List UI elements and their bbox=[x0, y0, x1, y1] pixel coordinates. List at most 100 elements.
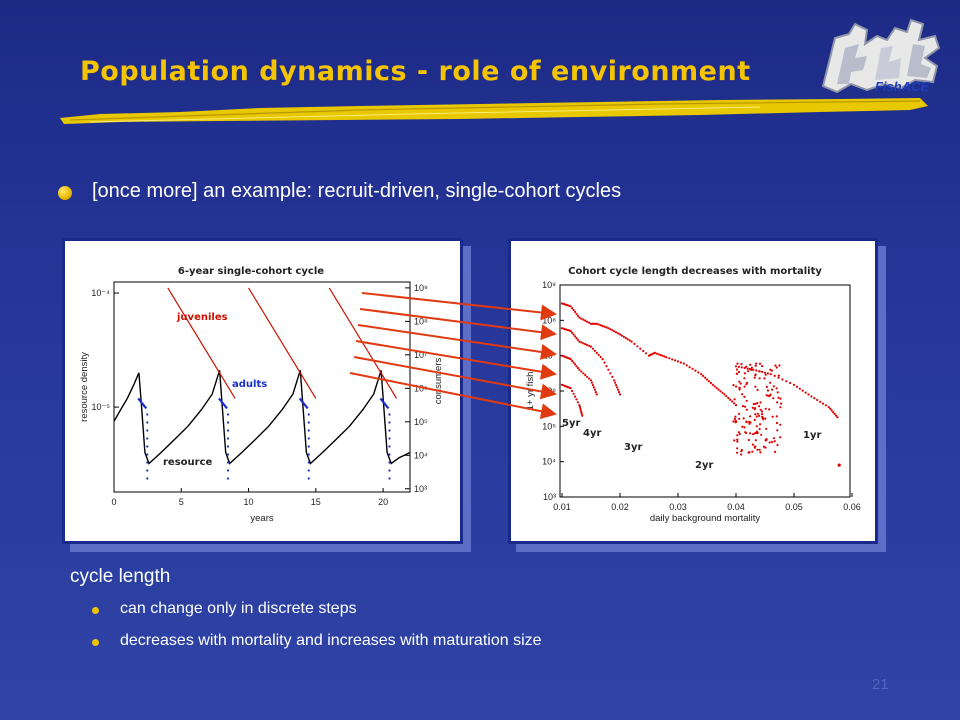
branch-point-1yr bbox=[746, 367, 749, 370]
chaotic-point bbox=[764, 446, 767, 449]
chaotic-point bbox=[756, 448, 759, 451]
series-adults-point bbox=[388, 413, 391, 416]
x-tick-label: 0.04 bbox=[727, 502, 745, 512]
branch-point-4yr bbox=[586, 343, 589, 347]
branch-point-1yr bbox=[824, 404, 827, 407]
series-adults-point bbox=[307, 445, 310, 448]
x-tick-label: 0.03 bbox=[669, 502, 687, 512]
branch-point-5yr bbox=[582, 318, 585, 321]
branch-point-5yr bbox=[707, 380, 710, 383]
branch-point-5yr bbox=[697, 371, 700, 374]
chaotic-point bbox=[772, 385, 775, 388]
series-adults-point bbox=[146, 429, 149, 432]
branch-point-5yr bbox=[715, 386, 718, 390]
branch-point-5yr bbox=[688, 366, 691, 369]
chaotic-point bbox=[756, 402, 759, 405]
chaotic-point bbox=[752, 402, 755, 406]
series-adults-point bbox=[388, 453, 391, 456]
series-adults-point bbox=[226, 469, 230, 472]
branch-point-3yr bbox=[593, 388, 596, 391]
branch-point-5yr bbox=[734, 404, 738, 407]
series-adults-point bbox=[226, 429, 230, 432]
chaotic-point bbox=[754, 439, 757, 442]
chaotic-point bbox=[762, 445, 765, 448]
label-5yr: 5yr bbox=[562, 418, 580, 429]
branch-point-1yr bbox=[773, 374, 776, 377]
label-adults: adults bbox=[232, 379, 267, 390]
branch-point-3yr bbox=[575, 365, 578, 368]
chaotic-point bbox=[758, 414, 761, 417]
chaotic-point bbox=[758, 362, 762, 365]
chaotic-point bbox=[764, 407, 767, 410]
chaotic-point bbox=[738, 380, 741, 383]
branch-point-5yr bbox=[601, 324, 604, 328]
chaotic-point bbox=[732, 420, 735, 423]
branch-point-1yr bbox=[781, 378, 784, 381]
chaotic-point bbox=[770, 369, 773, 372]
chaotic-point bbox=[767, 394, 770, 397]
branch-point-4yr bbox=[576, 338, 579, 341]
chart-panel-mortality: Cohort cycle length decreases with morta… bbox=[508, 238, 878, 544]
chaotic-point bbox=[743, 372, 746, 375]
chart-panel-cycle: 6-year single-cohort cycle 0 5 10 15 20 10⁻⁴… bbox=[62, 238, 463, 544]
chaotic-point bbox=[734, 421, 737, 424]
label-2yr: 2yr bbox=[695, 460, 713, 471]
chaotic-point bbox=[768, 441, 771, 444]
chaotic-point bbox=[742, 417, 745, 420]
branch-point-3yr bbox=[572, 361, 575, 364]
branch-point-4yr bbox=[618, 393, 622, 396]
branch-point-5yr bbox=[615, 331, 618, 334]
slide-title: Population dynamics - role of environmen… bbox=[80, 56, 751, 87]
branch-point-1yr bbox=[810, 395, 813, 398]
series-adults-point bbox=[388, 429, 391, 432]
branch-point-4yr bbox=[605, 365, 608, 368]
branch-point-3yr bbox=[586, 375, 589, 378]
y-left-tick-label: 10⁻⁵ bbox=[92, 402, 111, 412]
series-adults-point bbox=[226, 477, 230, 480]
series-adults-point bbox=[307, 461, 310, 464]
branch-point-5yr bbox=[572, 308, 575, 312]
chaotic-point bbox=[737, 370, 741, 374]
x-tick-label: 10 bbox=[244, 497, 254, 507]
label-resource: resource bbox=[163, 457, 213, 468]
y-tick-label: 10⁴ bbox=[542, 457, 556, 467]
branch-point-5yr bbox=[655, 352, 658, 355]
series-adults-point bbox=[307, 413, 310, 416]
branch-point-5yr bbox=[709, 381, 712, 385]
series-adults-point bbox=[146, 469, 149, 472]
branch-point-5yr bbox=[595, 322, 598, 325]
branch-point-1yr bbox=[804, 391, 807, 394]
series-adults-point bbox=[146, 461, 149, 464]
chaotic-point bbox=[741, 405, 745, 408]
chaotic-point bbox=[738, 432, 741, 436]
page-number: 21 bbox=[872, 676, 889, 693]
x-axis-label: years bbox=[250, 513, 273, 524]
chaotic-point bbox=[755, 362, 758, 365]
x-tick-label: 5 bbox=[179, 497, 184, 507]
label-juveniles: juveniles bbox=[176, 312, 228, 323]
chaotic-point bbox=[745, 421, 748, 424]
bullet-dot-icon bbox=[58, 186, 72, 200]
branch-point-5yr bbox=[605, 326, 608, 329]
chaotic-point bbox=[765, 438, 768, 441]
chaotic-point bbox=[752, 433, 755, 436]
chaotic-point bbox=[754, 385, 757, 388]
branch-point-3yr bbox=[590, 381, 594, 384]
chaotic-point bbox=[780, 402, 783, 405]
branch-point-3yr bbox=[584, 373, 587, 377]
branch-point-1yr bbox=[743, 366, 746, 370]
branch-point-4yr bbox=[589, 345, 593, 348]
branch-point-2yr bbox=[575, 398, 578, 401]
y-axis-left-label: resource density bbox=[79, 352, 90, 422]
branch-point-5yr bbox=[588, 321, 591, 324]
chaotic-point bbox=[739, 382, 742, 385]
branch-point-4yr bbox=[609, 372, 612, 375]
y-tick-label: 10⁵ bbox=[542, 421, 556, 431]
y-axis-right-label: consumers bbox=[433, 358, 444, 405]
chaotic-point bbox=[758, 370, 761, 373]
branch-point-2yr bbox=[579, 407, 582, 410]
branch-point-2yr bbox=[572, 392, 575, 395]
y-left-tick-label: 10⁻⁴ bbox=[91, 288, 110, 298]
chaotic-point bbox=[747, 438, 750, 442]
x-tick-label: 0.02 bbox=[611, 502, 629, 512]
